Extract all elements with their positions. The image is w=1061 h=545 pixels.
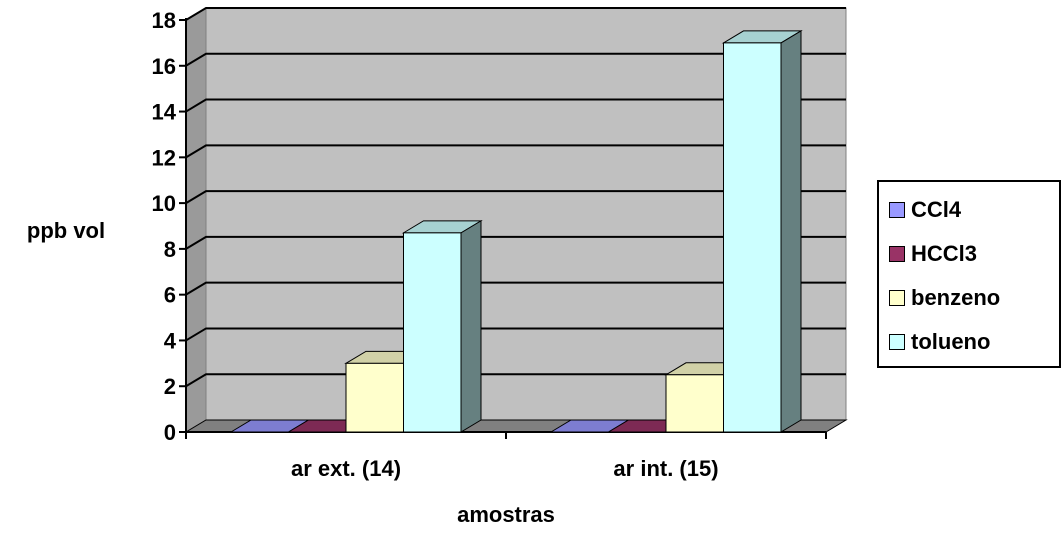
gridline-3 <box>185 281 846 296</box>
y-tick-label-6: 12 <box>152 145 176 170</box>
gridline-9 <box>185 7 846 21</box>
y-tick-label-2: 4 <box>164 328 177 353</box>
legend-swatch-ccl4 <box>889 202 905 218</box>
y-axis-title: ppb vol <box>27 218 105 243</box>
gridline-2 <box>185 327 846 342</box>
legend-swatch-benzeno <box>889 290 905 306</box>
gridline-7 <box>185 98 846 113</box>
plot-side-wall <box>185 7 207 433</box>
legend-label-hccl3: HCCl3 <box>911 241 978 266</box>
gridline-1 <box>185 373 846 388</box>
bar-tolueno-ar-ext-14-front <box>403 232 462 433</box>
legend-item-benzeno: benzeno <box>889 283 1000 313</box>
x-axis-title: amostras <box>457 502 555 527</box>
legend-item-tolueno: tolueno <box>889 327 990 357</box>
gridline-8 <box>185 52 846 67</box>
bar-tolueno-ar-int-15-side <box>780 30 802 433</box>
chart-legend: CCl4 HCCl3 benzeno tolueno <box>877 180 1061 368</box>
legend-item-ccl4: CCl4 <box>889 195 961 225</box>
y-tick-label-1: 2 <box>164 374 176 399</box>
gridline-4 <box>185 235 846 250</box>
bar-benzeno-ar-int-15-front <box>665 374 724 433</box>
legend-label-ccl4: CCl4 <box>911 197 962 222</box>
bar-tolueno-ar-ext-14 <box>401 219 483 433</box>
bar-tolueno-ar-int-15-front <box>723 42 782 433</box>
bar-tolueno-ar-int-15 <box>721 30 803 433</box>
legend-swatch-hccl3 <box>889 246 905 262</box>
legend-label-tolueno: tolueno <box>911 329 991 354</box>
y-tick-label-7: 14 <box>152 100 177 125</box>
y-tick-label-8: 16 <box>152 54 176 79</box>
legend-item-hccl3: HCCl3 <box>889 239 977 269</box>
x-category-label-0: ar ext. (14) <box>291 456 401 481</box>
legend-swatch-tolueno <box>889 334 905 350</box>
x-category-label-1: ar int. (15) <box>613 456 718 481</box>
y-tick-label-4: 8 <box>164 237 176 262</box>
y-tick-label-0: 0 <box>164 420 176 445</box>
bar-tolueno-ar-ext-14-side <box>460 219 482 433</box>
gridline-6 <box>185 144 846 159</box>
bar-benzeno-ar-ext-14-front <box>345 362 404 433</box>
gridline-5 <box>185 190 846 204</box>
y-tick-label-3: 6 <box>164 283 176 308</box>
y-tick-label-9: 18 <box>152 8 176 33</box>
legend-label-benzeno: benzeno <box>911 285 1001 310</box>
y-tick-label-5: 10 <box>152 191 176 216</box>
